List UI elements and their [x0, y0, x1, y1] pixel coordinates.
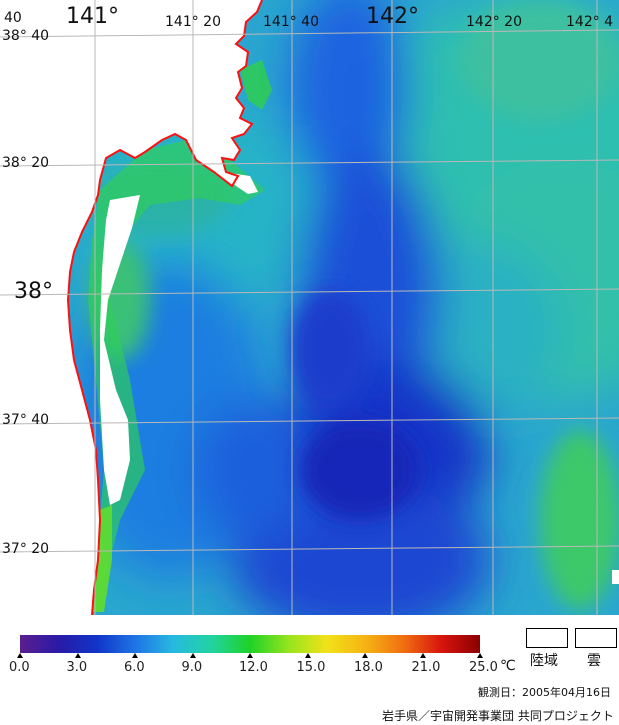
lon-label-142-20: 142° 20	[466, 14, 522, 30]
color-bar-tick-label: 3.0	[66, 660, 88, 675]
lat-label-37-20: 37° 20	[2, 541, 50, 557]
color-bar-tick-mark	[419, 653, 426, 658]
credit-line: 岩手県／宇宙開発事業団 共同プロジェクト	[382, 709, 614, 723]
color-bar-tick-label: 15.0	[296, 660, 326, 675]
lat-label-37-40: 37° 40	[2, 412, 50, 428]
color-bar-tick-mark	[17, 653, 23, 658]
lat-label-38-20: 38° 20	[2, 155, 50, 171]
cloud-label: 雲	[587, 653, 601, 669]
land-label: 陸域	[530, 653, 558, 669]
color-bar-tick-label: 0.0	[9, 660, 30, 675]
land-swatch	[526, 628, 568, 648]
color-bar-tick-label: 12.0	[239, 660, 268, 675]
color-bar-tick-label: 6.0	[124, 660, 145, 675]
color-bar-tick-mark	[132, 653, 138, 658]
color-bar-tick-label: 9.0	[181, 660, 203, 675]
lon-label-142-40: 142° 4	[566, 14, 614, 30]
color-bar-tick-label: 18.0	[354, 660, 383, 675]
land-area	[0, 0, 262, 615]
lat-label-38: 38°	[14, 279, 53, 304]
observation-date: 観測日：2005年04月16日	[478, 686, 611, 699]
temperature-color-bar	[20, 635, 480, 653]
sst-map	[0, 0, 619, 615]
color-bar-tick-mark	[74, 653, 81, 658]
color-bar-tick-label: 25.0	[469, 660, 498, 675]
unit-label: ℃	[500, 658, 516, 674]
color-bar-tick-mark	[189, 653, 196, 658]
color-bar-tick-mark	[362, 653, 368, 658]
color-bar-tick-mark	[304, 653, 311, 658]
lon-label-141-20: 141° 20	[165, 14, 221, 30]
lon-label-141-40: 141° 40	[263, 14, 319, 30]
corner-label: 40	[4, 10, 22, 26]
graticule	[0, 0, 619, 615]
cloud-swatch	[575, 628, 617, 648]
lat-label-38-40: 38° 40	[2, 28, 50, 44]
lon-label-142: 142°	[366, 4, 419, 29]
color-bar-tick-mark	[477, 653, 483, 658]
color-bar-tick-mark	[247, 653, 253, 658]
lon-label-141: 141°	[66, 4, 119, 29]
coastal-warm-band	[88, 138, 265, 612]
coastline	[66, 0, 263, 615]
color-bar-tick-label: 21.0	[411, 660, 441, 675]
